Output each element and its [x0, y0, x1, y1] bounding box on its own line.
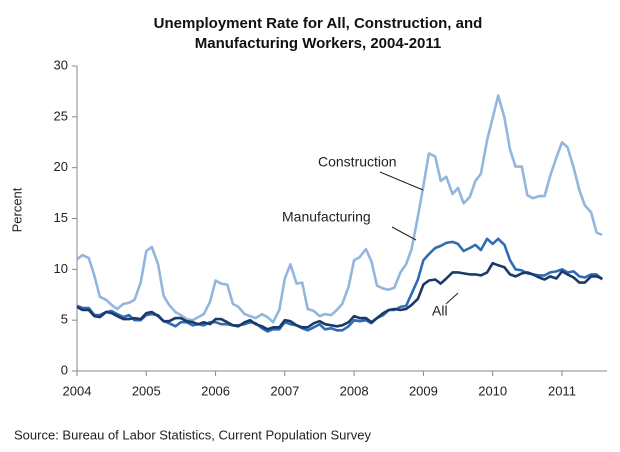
series-line	[76, 261, 603, 331]
annotation: All	[432, 303, 448, 319]
x-tick-label: 2006	[201, 383, 230, 398]
x-tick-label: 2007	[270, 383, 299, 398]
y-tick-label: 10	[54, 261, 68, 276]
x-tick-label: 2005	[132, 383, 161, 398]
y-tick-label: 20	[54, 159, 68, 174]
series-line	[76, 94, 603, 324]
y-tick-label: 5	[61, 312, 68, 327]
source: Source: Bureau of Labor Statistics, Curr…	[14, 427, 371, 442]
annotation: Manufacturing	[282, 209, 371, 225]
y-tick-label: 15	[54, 210, 68, 225]
x-tick-label: 2004	[63, 383, 92, 398]
y-tick-label: 0	[61, 362, 68, 377]
y-tick-label: 30	[54, 57, 68, 72]
x-tick-label: 2011	[548, 383, 576, 398]
annotation: Construction	[318, 154, 397, 170]
x-tick-label: 2010	[478, 383, 507, 398]
y-tick-label: 25	[54, 108, 68, 123]
y-axis-label: Percent	[9, 187, 24, 232]
series-line	[76, 237, 604, 333]
chart-title: Unemployment Rate for All, Construction,…	[154, 15, 483, 32]
annotation-leader	[391, 226, 417, 241]
annotation-leader	[445, 292, 459, 305]
x-tick-label: 2008	[340, 383, 369, 398]
chart-title: Manufacturing Workers, 2004-2011	[195, 35, 442, 52]
annotation-leader	[379, 171, 424, 191]
x-tick-label: 2009	[409, 383, 438, 398]
